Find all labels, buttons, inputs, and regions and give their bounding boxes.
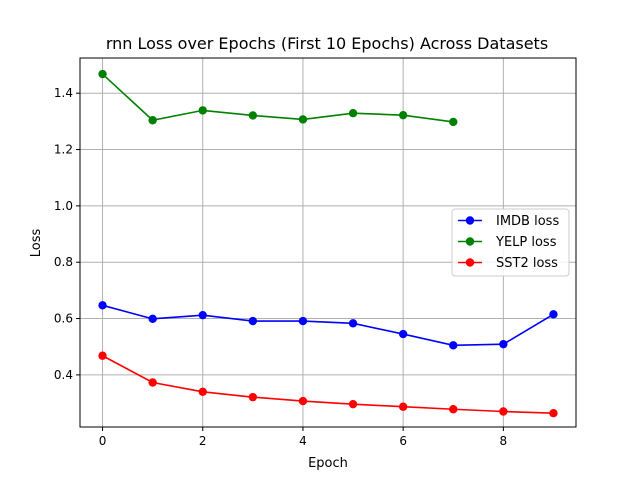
legend-marker — [465, 237, 475, 246]
data-point — [248, 111, 258, 120]
x-tick-label: 8 — [500, 434, 508, 448]
y-tick-label: 1.2 — [54, 143, 73, 157]
plot-frame — [79, 57, 577, 428]
series-line-2 — [102, 355, 554, 414]
data-point — [98, 69, 107, 79]
x-tick-label: 0 — [99, 434, 107, 448]
data-point — [298, 396, 308, 406]
data-point — [298, 115, 308, 124]
y-axis-label: Loss — [29, 229, 44, 258]
data-point — [398, 110, 408, 120]
axis-ticks: 0 2 4 6 8 0.4 0.6 0.8 1.0 1.2 1.4 — [54, 86, 507, 448]
x-tick-label: 6 — [399, 434, 407, 448]
data-point — [398, 402, 408, 411]
data-point — [298, 316, 308, 326]
y-tick-label: 1.4 — [54, 86, 73, 100]
data-point — [198, 106, 207, 115]
data-point — [549, 408, 558, 418]
legend-label: IMDB loss — [496, 214, 559, 229]
legend-box — [451, 208, 570, 277]
data-point — [499, 339, 508, 349]
data-point — [148, 378, 157, 387]
data-point — [499, 407, 508, 416]
data-point — [248, 392, 258, 402]
data-point — [449, 341, 458, 350]
data-point — [98, 351, 107, 360]
data-point — [198, 310, 207, 320]
x-tick-label: 2 — [199, 434, 207, 448]
data-point — [348, 109, 358, 118]
data-point — [98, 301, 107, 310]
series-line-0 — [102, 304, 554, 347]
data-point — [549, 310, 558, 319]
data-point — [248, 316, 258, 326]
data-point — [449, 117, 458, 127]
legend-marker — [465, 258, 475, 267]
data-point — [348, 399, 358, 409]
y-tick-label: 1.0 — [54, 199, 73, 213]
legend-label: SST2 loss — [496, 256, 558, 271]
x-axis-label: Epoch — [308, 456, 348, 471]
data-point — [449, 405, 458, 414]
data-point — [348, 319, 358, 328]
y-tick-label: 0.6 — [54, 312, 73, 326]
legend-marker — [465, 216, 475, 225]
data-point — [148, 116, 157, 125]
x-tick-label: 4 — [299, 434, 307, 448]
data-point — [148, 314, 157, 324]
y-tick-label: 0.4 — [54, 368, 73, 382]
series-line-1 — [102, 73, 454, 123]
chart-title: rnn Loss over Epochs (First 10 Epochs) A… — [106, 34, 548, 53]
y-tick-label: 0.8 — [54, 255, 73, 269]
legend-label: YELP loss — [495, 235, 557, 250]
series-layer — [98, 69, 558, 418]
data-point — [198, 387, 207, 396]
data-point — [398, 329, 408, 339]
legend: IMDB loss YELP loss SST2 loss — [451, 208, 570, 277]
